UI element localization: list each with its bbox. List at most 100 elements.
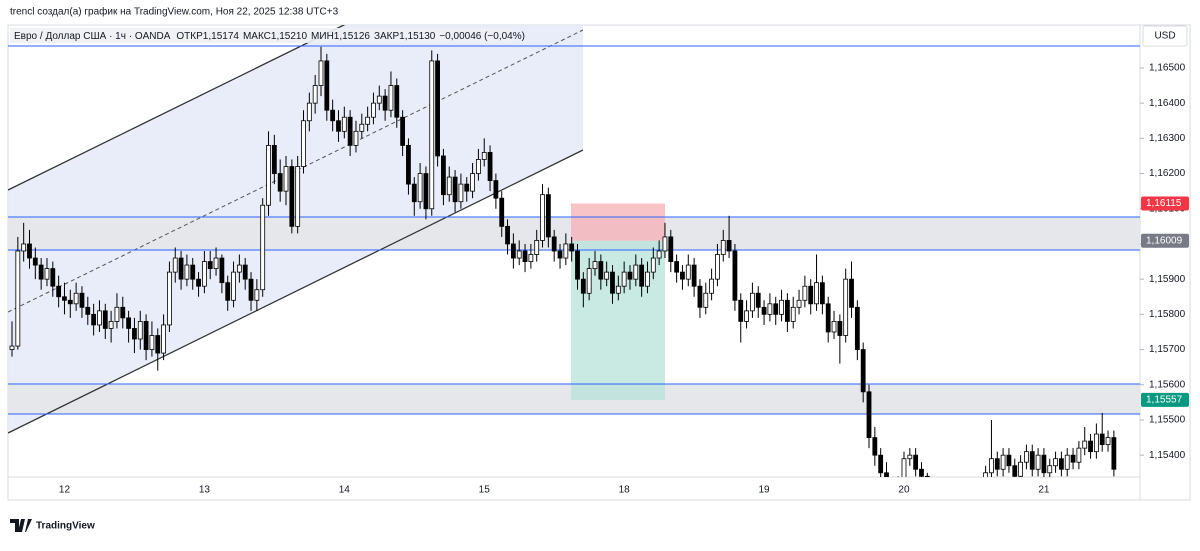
candle-body	[755, 292, 761, 308]
candle-body	[639, 264, 645, 287]
candle-body	[802, 285, 808, 301]
candle-body	[365, 116, 371, 125]
stop-zone	[571, 203, 665, 241]
candle-body	[949, 508, 953, 519]
x-tick-label: 21	[1038, 485, 1050, 496]
candle-body	[248, 278, 254, 301]
candle-body	[849, 278, 854, 308]
candle-body	[790, 306, 796, 322]
candle-body	[989, 458, 994, 474]
candle-body	[301, 120, 306, 167]
candle-body	[1041, 454, 1047, 474]
candle-body	[167, 271, 172, 326]
candle-body	[656, 250, 662, 259]
candle-body	[937, 504, 941, 511]
candle-body	[353, 130, 359, 146]
candle-body	[231, 271, 236, 301]
candle-body	[569, 243, 575, 252]
currency-box[interactable]	[1142, 25, 1188, 47]
candle-body	[201, 261, 207, 287]
y-tick-label: 1,16400	[1149, 98, 1186, 109]
candle-body	[814, 282, 819, 305]
candle-body	[470, 173, 475, 192]
candle-body	[277, 173, 283, 192]
candle-body	[691, 264, 697, 287]
candle-body	[289, 166, 295, 227]
candle-body	[972, 501, 976, 512]
candle-body	[633, 264, 639, 280]
candle-body	[406, 144, 411, 185]
candle-body	[744, 310, 749, 322]
candle-body	[697, 285, 703, 308]
candle-body	[242, 264, 248, 280]
candle-body	[784, 299, 790, 322]
legend-change: −0,00046 (−0,04%)	[439, 31, 525, 42]
candle-body	[172, 257, 178, 273]
candle-body	[767, 303, 773, 315]
candle-body	[919, 468, 924, 477]
candle-body	[97, 310, 102, 326]
candle-body	[190, 264, 196, 280]
candle-body	[376, 95, 382, 104]
candle-body	[137, 321, 143, 340]
candle-body	[604, 271, 610, 280]
candle-body	[1059, 458, 1064, 470]
candle-body	[1000, 454, 1006, 470]
candle-body	[580, 278, 586, 294]
candle-body	[534, 240, 540, 255]
candle-body	[336, 120, 341, 132]
candle-body	[854, 306, 860, 350]
candle-body	[1064, 454, 1070, 470]
candle-body	[994, 458, 1000, 470]
candle-body	[551, 236, 557, 252]
candle-body	[108, 321, 114, 329]
candle-body	[872, 437, 878, 456]
candle-body	[685, 264, 691, 280]
target-zone	[571, 240, 665, 400]
candle-body	[1111, 437, 1117, 470]
candle-body	[213, 257, 219, 270]
candle-body	[411, 183, 417, 203]
price-tag	[1141, 196, 1189, 211]
candle-body	[487, 152, 493, 181]
candle-body	[505, 225, 510, 245]
y-tick-label: 1,16200	[1149, 168, 1186, 179]
y-tick-label: 1,15700	[1149, 344, 1186, 355]
candle-body	[400, 116, 406, 146]
candle-body	[680, 271, 685, 280]
candle-body	[196, 278, 201, 287]
candle-body	[475, 159, 481, 174]
legend-value: 1,15126	[334, 31, 371, 42]
candle-body	[1099, 433, 1105, 446]
candle-body	[1088, 440, 1093, 453]
candle-body	[866, 391, 872, 438]
candle-body	[557, 250, 563, 259]
candle-body	[62, 296, 67, 301]
candle-body	[598, 261, 604, 280]
y-tick-label: 1,15500	[1149, 415, 1186, 426]
currency[interactable]: USD	[1154, 31, 1175, 42]
candle-body	[184, 264, 190, 280]
y-tick-label: 1,15800	[1149, 309, 1186, 320]
candle-body	[1012, 465, 1018, 477]
candle-body	[983, 472, 989, 477]
candle-body	[668, 236, 674, 262]
candle-body	[913, 454, 919, 470]
logo-text: TradingView	[36, 521, 95, 532]
logo-icon	[10, 519, 32, 532]
candle-body	[761, 306, 767, 315]
candle-body	[9, 345, 15, 350]
channel-upper	[8, 25, 346, 191]
candle-body	[464, 183, 470, 192]
candle-body	[796, 299, 802, 308]
candle-body	[32, 257, 38, 266]
candle-body	[324, 60, 330, 111]
candle-body	[236, 264, 242, 273]
candle-body	[306, 102, 312, 122]
candle-body	[178, 257, 184, 280]
candle-body	[446, 176, 452, 196]
candle-body	[225, 282, 231, 301]
candle-body	[773, 303, 779, 315]
candle-body	[662, 236, 668, 252]
x-tick-label: 12	[59, 485, 71, 496]
